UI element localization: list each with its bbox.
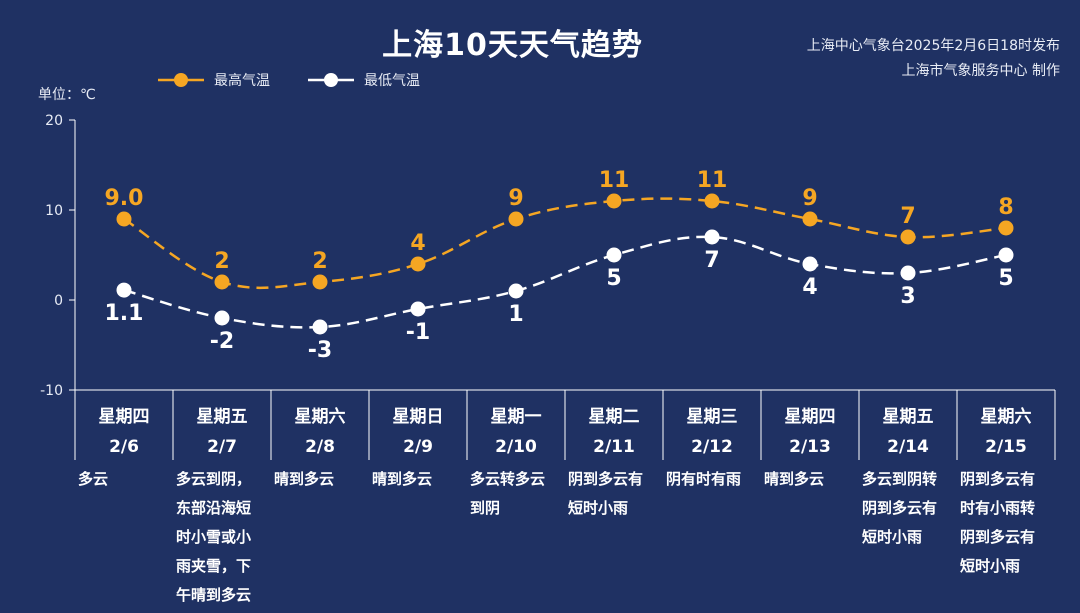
producer-text: 上海市气象服务中心 制作 [901,63,1060,79]
data-point-low [508,283,524,299]
y-tick-label: 20 [45,113,63,129]
weather-description: 多云 [78,470,109,488]
data-label-high: 2 [214,249,229,274]
legend-low-label: 最低气温 [364,73,420,89]
data-label-low: -2 [210,329,234,354]
data-point-low [410,301,426,317]
weekday-label: 星期四 [99,407,150,427]
data-point-high [998,220,1014,236]
data-label-low: 5 [606,266,621,291]
weather-description: 晴到多云 [274,470,335,488]
data-label-high: 4 [410,231,425,256]
weather-description: 阴到多云有 短时小雨 [568,470,644,517]
data-point-high [214,274,230,290]
data-label-low: -1 [406,320,430,345]
weekday-label: 星期六 [295,406,346,427]
weather-description: 多云转多云 到阴 [470,470,546,517]
data-point-low [900,265,916,281]
weekday-label: 星期一 [491,407,542,427]
weekday-label: 星期五 [197,407,248,427]
date-label: 2/14 [887,437,929,457]
y-tick-label: -10 [40,383,63,399]
data-point-low [802,256,818,272]
date-label: 2/9 [403,437,433,457]
date-label: 2/12 [691,437,733,457]
y-tick-label: 0 [54,293,63,309]
legend-high-label: 最高气温 [214,73,270,89]
date-label: 2/6 [109,437,139,457]
weekday-label: 星期五 [883,407,934,427]
data-label-low: 1 [508,302,523,327]
weather-description: 晴到多云 [372,470,433,488]
data-point-low [606,247,622,263]
series-line-low [123,235,1007,329]
legend-high-marker [158,73,204,87]
data-label-low: 4 [802,275,817,300]
data-label-high: 9 [802,186,817,211]
date-label: 2/15 [985,437,1027,457]
unit-label: 单位：℃ [38,87,96,103]
date-label: 2/13 [789,437,831,457]
data-label-high: 7 [900,204,915,229]
data-point-high [704,193,720,209]
date-label: 2/7 [207,437,237,457]
data-label-high: 11 [697,168,728,193]
data-point-high [508,211,524,227]
data-label-high: 11 [599,168,630,193]
data-point-low [116,282,132,298]
data-label-low: 3 [900,284,915,309]
date-label: 2/10 [495,437,537,457]
weekday-label: 星期日 [393,407,444,427]
data-point-low [312,319,328,335]
weather-description: 阴有时有雨 [666,470,742,488]
weather-description: 晴到多云 [764,470,825,488]
data-label-high: 2 [312,249,327,274]
series-line-high [123,197,1007,290]
legend-high: 最高气温 [158,70,270,90]
data-point-high [802,211,818,227]
weekday-label: 星期三 [687,407,738,427]
data-label-high: 9.0 [105,186,144,211]
data-label-low: -3 [308,338,332,363]
weather-description: 多云到阴转 阴到多云有 短时小雨 [862,470,938,546]
weekday-label: 星期四 [785,407,836,427]
issuer-text: 上海中心气象台2025年2月6日18时发布 [806,38,1060,54]
data-point-low [214,310,230,326]
weekday-label: 星期六 [981,406,1032,427]
data-point-high [312,274,328,290]
data-point-low [998,247,1014,263]
chart-title: 上海10天天气趋势 [382,28,643,63]
data-label-low: 7 [704,248,719,273]
y-tick-label: 10 [45,203,63,219]
data-label-high: 9 [508,186,523,211]
weather-description: 多云到阴， 东部沿海短 时小雪或小 雨夹雪，下 午晴到多云 [176,470,252,604]
weather-description: 阴到多云有 时有小雨转 阴到多云有 短时小雨 [960,470,1036,575]
data-point-high [900,229,916,245]
date-label: 2/11 [593,437,635,457]
data-point-high [116,211,132,227]
data-label-low: 5 [998,266,1013,291]
date-label: 2/8 [305,437,335,457]
data-point-high [410,256,426,272]
data-label-high: 8 [998,195,1013,220]
data-point-high [606,193,622,209]
data-label-low: 1.1 [105,301,144,326]
legend-low: 最低气温 [308,70,420,90]
data-point-low [704,229,720,245]
weekday-label: 星期二 [589,407,640,427]
legend-low-marker [308,73,354,87]
